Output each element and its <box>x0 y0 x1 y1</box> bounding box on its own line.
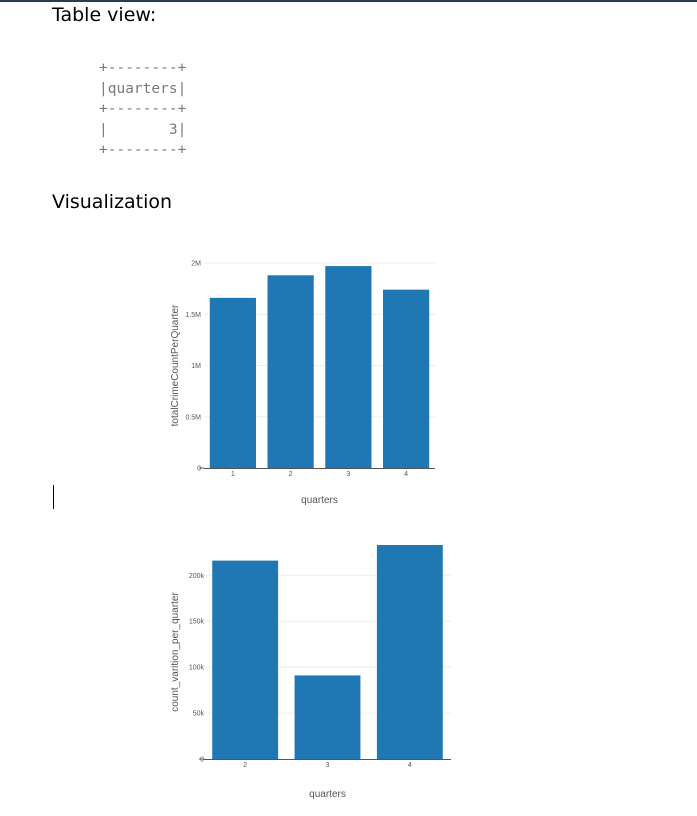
top-rule <box>0 0 697 2</box>
bar-quarter-3[interactable] <box>294 675 361 759</box>
y-tick-label: 150k <box>189 619 205 626</box>
x-axis-title: quarters <box>301 495 338 506</box>
text-cursor <box>53 485 54 509</box>
bar-quarter-1[interactable] <box>209 297 256 468</box>
table-border-middle: +--------+ <box>99 101 187 117</box>
y-tick-label: 1.5M <box>185 312 201 319</box>
count-variation-bar-chart: 0 50k 100k 150k 200k 2 3 4 quarters count_varitio… <box>170 545 451 800</box>
bar-quarter-4[interactable] <box>376 545 443 759</box>
x-tick-label: 3 <box>326 762 330 769</box>
y-axis-title: count_varition_per_quarter <box>170 592 181 712</box>
bar-quarter-4[interactable] <box>383 289 430 468</box>
bar-quarter-3[interactable] <box>325 266 372 468</box>
bar-quarter-2[interactable] <box>212 560 279 759</box>
y-tick-label: 0 <box>200 757 204 764</box>
y-tick-label: 50k <box>193 711 205 718</box>
table-view-heading: Table view: <box>52 4 157 26</box>
table-header-row: |quarters| <box>99 80 187 97</box>
ascii-table: +--------+ |quarters| +--------+ | 3| +-… <box>99 58 186 161</box>
table-border-bottom: +--------+ <box>99 142 187 158</box>
crime-count-bar-chart: 0 0.5M 1M 1.5M 2M 1 2 3 4 quarters totalCrimeCount… <box>170 261 435 506</box>
x-tick-label: 4 <box>404 471 408 478</box>
y-tick-label: 1M <box>191 363 201 370</box>
y-tick-label: 2M <box>191 261 201 268</box>
y-tick-label: 100k <box>189 665 205 672</box>
x-tick-label: 2 <box>289 471 293 478</box>
x-tick-label: 4 <box>408 762 412 769</box>
x-axis-title: quarters <box>309 789 346 800</box>
bar-quarter-2[interactable] <box>267 275 314 468</box>
y-tick-label: 0.5M <box>185 414 201 421</box>
visualization-heading: Visualization <box>52 191 173 213</box>
y-axis-title: totalCrimeCountPerQuarter <box>170 304 181 426</box>
table-data-row: | 3| <box>99 121 187 138</box>
y-tick-label: 0 <box>197 466 201 473</box>
x-tick-label: 3 <box>346 471 350 478</box>
x-tick-label: 2 <box>243 762 247 769</box>
y-tick-label: 200k <box>189 573 205 580</box>
table-border-top: +--------+ <box>99 60 187 76</box>
x-tick-label: 1 <box>231 471 235 478</box>
